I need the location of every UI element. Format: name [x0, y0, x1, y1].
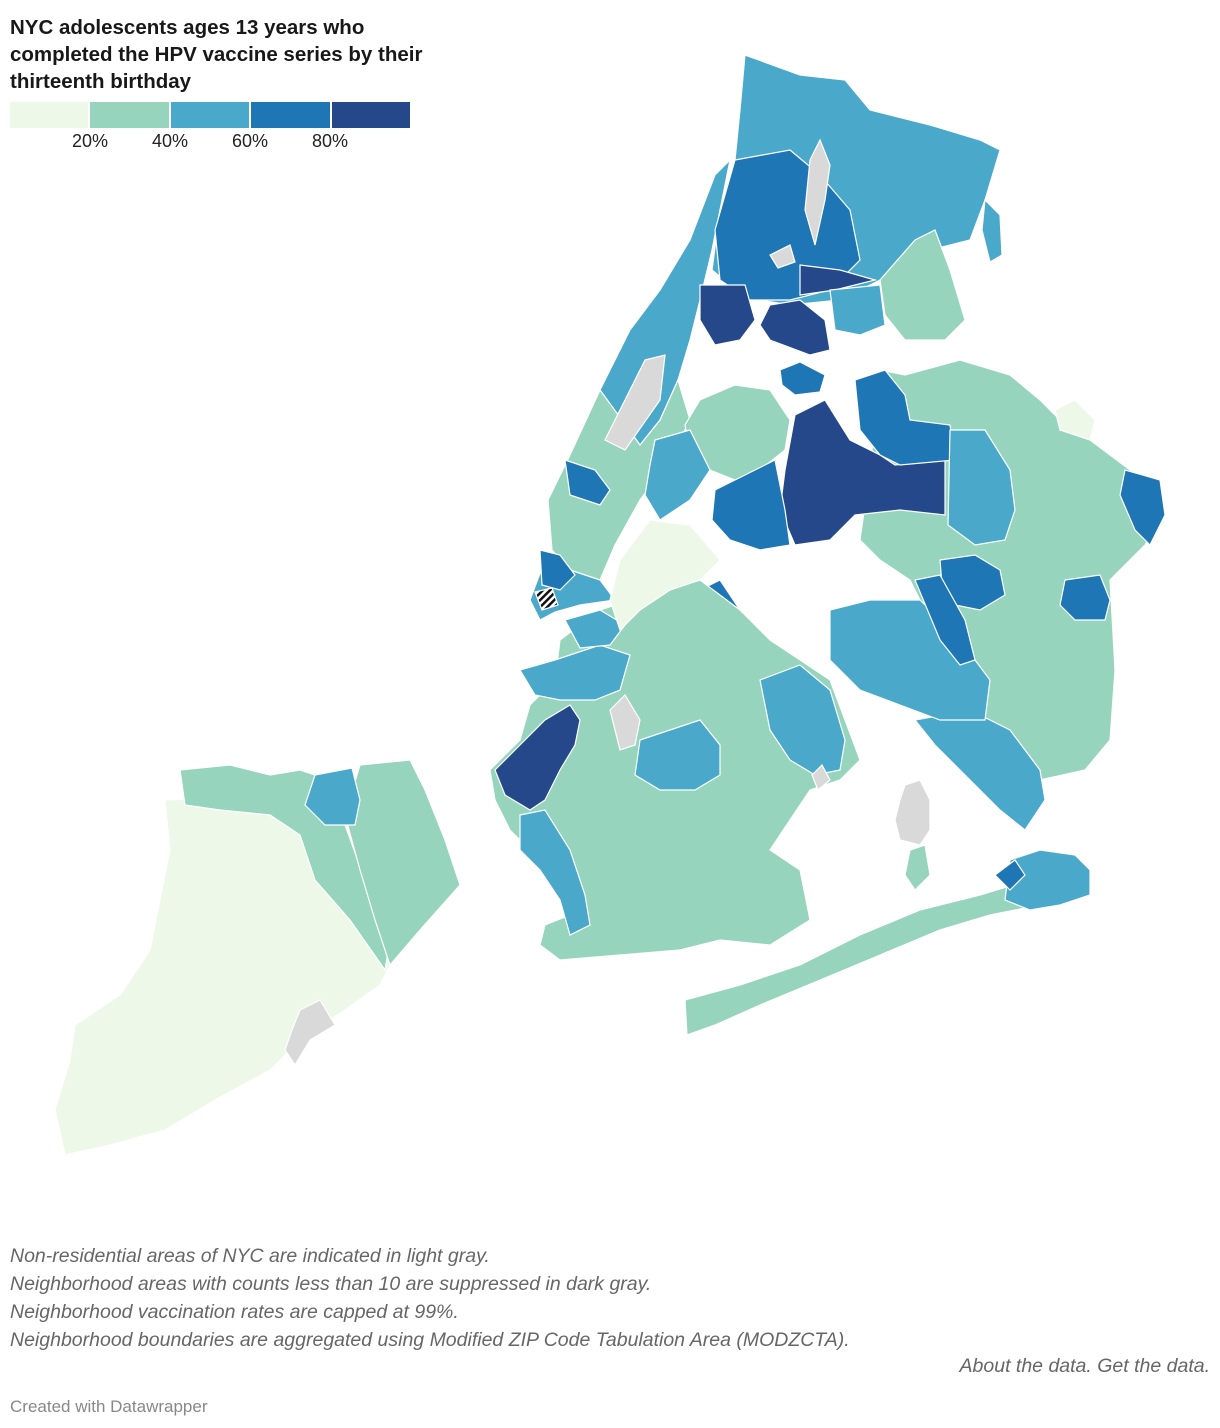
- legend-swatch-80-100: [329, 102, 411, 128]
- datawrapper-credit-link[interactable]: Created with Datawrapper: [10, 1397, 208, 1416]
- data-links: About the data. Get the data.: [960, 1355, 1210, 1378]
- queens-northeast-dark[interactable]: [1119, 469, 1166, 547]
- legend-swatch-40-60: [168, 102, 250, 128]
- staten-island-blue-area[interactable]: [304, 767, 361, 826]
- staten-island-nonresidential: [284, 999, 336, 1067]
- legend-label-60: 60%: [231, 131, 269, 151]
- note-capped: Neighborhood vaccination rates are cappe…: [10, 1301, 459, 1323]
- bronx-park-a: [804, 138, 831, 246]
- queens: [644, 359, 1166, 846]
- rockaways: [684, 844, 1091, 1036]
- brooklyn-bay-ridge-dark[interactable]: [494, 704, 581, 811]
- rikers-area[interactable]: [779, 361, 826, 396]
- legend-bar: [10, 102, 411, 128]
- queens-east-blue[interactable]: [947, 429, 1016, 546]
- manhattan-suppressed-area: [534, 587, 559, 611]
- manhattan-dark-lower[interactable]: [539, 549, 576, 591]
- brooklyn-park-slope-blue[interactable]: [519, 644, 631, 701]
- queens-blue-strip[interactable]: [914, 574, 976, 666]
- brooklyn-east-blue[interactable]: [759, 664, 846, 776]
- queens-jfk-airport: [894, 779, 931, 846]
- get-the-data-link[interactable]: Get the data.: [1097, 1355, 1210, 1377]
- nyc-choropleth-map: [54, 54, 1166, 1156]
- note-suppressed: Neighborhood areas with counts less than…: [10, 1273, 652, 1295]
- brooklyn-central-blue[interactable]: [634, 719, 721, 791]
- bronx-park-b: [769, 244, 796, 269]
- brooklyn-downtown-blue[interactable]: [564, 609, 626, 649]
- bronx-east-blue[interactable]: [829, 284, 886, 336]
- bronx-throgs-neck[interactable]: [879, 229, 966, 341]
- bronx-south-dark[interactable]: [699, 284, 756, 346]
- brooklyn-prospect-park: [609, 519, 721, 632]
- note-non-residential: Non-residential areas of NYC are indicat…: [10, 1245, 490, 1267]
- legend-swatch-0-20: [10, 102, 89, 128]
- queens-south-blue[interactable]: [913, 709, 1046, 831]
- brooklyn: [489, 519, 861, 961]
- note-modzcta: Neighborhood boundaries are aggregated u…: [10, 1329, 850, 1351]
- staten-island: [54, 759, 461, 1156]
- broad-channel[interactable]: [904, 844, 931, 891]
- queens-astoria-blue[interactable]: [644, 429, 711, 521]
- chart-title: NYC adolescents ages 13 years who comple…: [10, 16, 423, 93]
- legend-label-80: 80%: [311, 131, 349, 151]
- manhattan: [529, 158, 731, 621]
- footnotes: Non-residential areas of NYC are indicat…: [10, 1242, 1210, 1354]
- legend-label-40: 40%: [151, 131, 189, 151]
- queens-northeast-light[interactable]: [1054, 399, 1096, 441]
- bronx-city-island[interactable]: [981, 198, 1003, 263]
- staten-island-east-shore[interactable]: [344, 759, 461, 967]
- bronx-soundview[interactable]: [799, 264, 878, 296]
- bronx-hunts-point[interactable]: [759, 299, 831, 356]
- bronx: [699, 54, 1003, 356]
- rockaway-east-blue[interactable]: [1004, 849, 1091, 911]
- legend-label-20: 20%: [71, 131, 109, 151]
- rockaway-east-dark[interactable]: [994, 859, 1026, 891]
- manhattan-dark-east[interactable]: [564, 459, 611, 506]
- brooklyn-small-gray: [811, 764, 831, 791]
- queens-elmhurst-dark[interactable]: [711, 459, 791, 551]
- color-legend: 20% 40% 60% 80%: [10, 102, 411, 158]
- rikers-island: [779, 361, 826, 396]
- brooklyn-greenwood-cemetery: [609, 694, 641, 751]
- queens-south-east-dark[interactable]: [1059, 574, 1111, 621]
- legend-swatch-60-80: [249, 102, 330, 128]
- manhattan-central-park: [604, 354, 666, 451]
- legend-swatch-20-40: [88, 102, 169, 128]
- brooklyn-bensonhurst-blue[interactable]: [519, 809, 591, 936]
- legend-labels: 20% 40% 60% 80%: [10, 128, 410, 158]
- about-the-data-link[interactable]: About the data.: [959, 1355, 1092, 1377]
